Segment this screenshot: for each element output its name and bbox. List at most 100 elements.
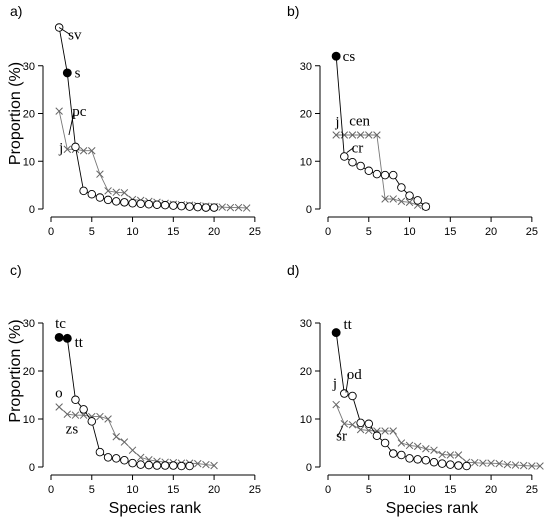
open-circle-point: [446, 460, 455, 469]
y-tick-label: 30: [300, 61, 312, 73]
y-tick-label: 0: [29, 462, 35, 474]
cross-point: [104, 415, 112, 423]
open-circle-point: [372, 169, 382, 179]
open-circle-point: [152, 461, 162, 470]
open-circle-point: [421, 456, 431, 465]
cross-point: [104, 187, 112, 195]
cross-point: [373, 131, 381, 139]
x-tick-label: 20: [485, 226, 497, 238]
cross-point: [471, 458, 479, 467]
cross-point: [112, 188, 120, 197]
panel-label: b): [287, 3, 299, 19]
open-circle-point: [128, 458, 137, 468]
x-tick-label: 25: [526, 226, 538, 238]
open-circle-point: [454, 461, 463, 470]
y-tick-label: 30: [23, 318, 35, 330]
cross-point: [519, 461, 528, 470]
x-tick-label: 5: [366, 226, 372, 238]
x-tick-label: 10: [126, 484, 138, 496]
cross-point: [348, 421, 357, 429]
cross-point: [365, 426, 373, 435]
open-circle-point: [71, 395, 80, 405]
open-circle-point: [128, 199, 137, 208]
species-annotation: j: [334, 114, 339, 130]
y-tick-label: 20: [23, 109, 35, 121]
open-circle-point: [380, 170, 390, 180]
circle-series-line: [335, 56, 427, 207]
x-tick-label: 15: [167, 484, 179, 496]
species-annotation: cen: [349, 113, 370, 129]
cross-point: [389, 195, 397, 203]
open-circle-point: [160, 461, 170, 470]
cross-point: [438, 450, 446, 459]
open-circle-point: [120, 456, 129, 465]
cross-point: [120, 438, 129, 446]
open-circle-point: [356, 161, 365, 171]
cross-point: [63, 145, 72, 154]
x-tick-label: 10: [403, 226, 415, 238]
cross-point: [503, 460, 512, 469]
y-tick-label: 10: [300, 156, 312, 168]
species-annotation: tt: [343, 317, 352, 333]
cross-point: [348, 131, 357, 139]
species-annotation: pc: [72, 104, 87, 120]
species-annotation: j: [58, 141, 63, 157]
cross-point: [332, 400, 340, 409]
open-circle-point: [169, 201, 178, 210]
panel-4: d) 0 10 20 30 0 5 10 15 20 25 Species rank tt odj sr: [287, 262, 544, 517]
open-circle-point: [380, 438, 390, 448]
open-circle-point: [185, 202, 194, 211]
open-circle-point: [437, 459, 447, 468]
cross-point: [210, 461, 218, 470]
filled-circle-point: [54, 332, 64, 342]
open-circle-point: [397, 450, 406, 460]
annotation-leader: [346, 147, 354, 154]
cross-point: [226, 203, 235, 212]
x-tick-label: 10: [403, 484, 415, 496]
y-tick-label: 0: [306, 204, 312, 216]
x-tick-label: 10: [126, 226, 138, 238]
cross-point: [397, 197, 406, 206]
cross-point: [405, 441, 414, 450]
y-tick-label: 10: [23, 156, 35, 168]
open-circle-point: [340, 389, 349, 398]
annotation-leader: [337, 426, 344, 436]
y-axis-title: Proportion (%): [7, 319, 24, 422]
x-tick-label: 25: [249, 484, 261, 496]
open-circle-point: [413, 455, 422, 464]
cross-point: [422, 445, 430, 453]
annotation-leader: [345, 374, 350, 393]
filled-circle-point: [62, 333, 72, 343]
x-tick-label: 20: [208, 484, 220, 496]
cross-point: [194, 459, 202, 468]
cross-point: [381, 195, 389, 203]
open-circle-point: [388, 449, 398, 458]
open-circle-point: [120, 198, 129, 207]
species-annotation: j: [332, 376, 337, 392]
cross-point: [202, 460, 210, 469]
open-circle-point: [348, 391, 357, 401]
panel-label: a): [10, 3, 22, 19]
cross-point: [479, 459, 487, 467]
open-circle-point: [144, 199, 154, 209]
open-circle-point: [348, 157, 357, 167]
cross-point: [356, 131, 365, 139]
cross-point: [487, 459, 495, 467]
y-tick-label: 30: [23, 61, 35, 73]
cross-point: [495, 459, 503, 468]
cross-point: [511, 461, 520, 469]
species-annotation: s: [75, 66, 81, 82]
open-circle-point: [160, 200, 170, 210]
y-tick-label: 0: [29, 204, 35, 216]
open-circle-point: [103, 195, 113, 205]
x-tick-label: 5: [89, 484, 95, 496]
x-tick-label: 15: [167, 226, 179, 238]
cross-point: [234, 203, 243, 212]
cross-point: [120, 189, 129, 197]
open-circle-point: [372, 431, 382, 441]
y-tick-label: 20: [23, 366, 35, 378]
y-tick-label: 20: [300, 366, 312, 378]
cross-point: [79, 146, 88, 155]
open-circle-point: [136, 199, 145, 208]
